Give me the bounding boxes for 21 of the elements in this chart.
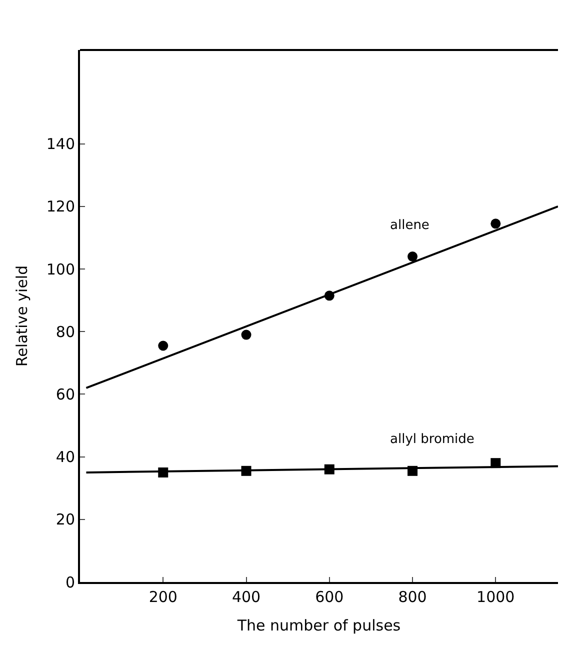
y-tick-label: 100 <box>46 260 75 278</box>
y-tick-label: 60 <box>56 385 75 404</box>
series-label: allyl bromide <box>390 432 474 447</box>
y-tick-label: 20 <box>56 510 75 529</box>
x-tick-label: 1000 <box>476 588 515 606</box>
y-tick-label: 0 <box>65 573 75 592</box>
point <box>241 330 252 340</box>
series-label: allene <box>390 218 430 233</box>
y-tick-label: 120 <box>46 198 75 216</box>
y-tick-label: 140 <box>46 135 75 154</box>
x-tick-label: 800 <box>398 588 427 606</box>
x-tick-label: 400 <box>232 588 261 606</box>
y-tick-label: 80 <box>56 322 75 341</box>
x-axis-title: The number of pulses <box>236 616 401 634</box>
point <box>158 340 168 351</box>
y-axis-title: Relative yield <box>13 265 32 367</box>
x-tick-label: 200 <box>148 588 178 606</box>
x-tick-label: 600 <box>315 588 344 606</box>
point <box>408 252 418 262</box>
point <box>490 218 501 229</box>
y-tick-label: 40 <box>56 448 75 466</box>
